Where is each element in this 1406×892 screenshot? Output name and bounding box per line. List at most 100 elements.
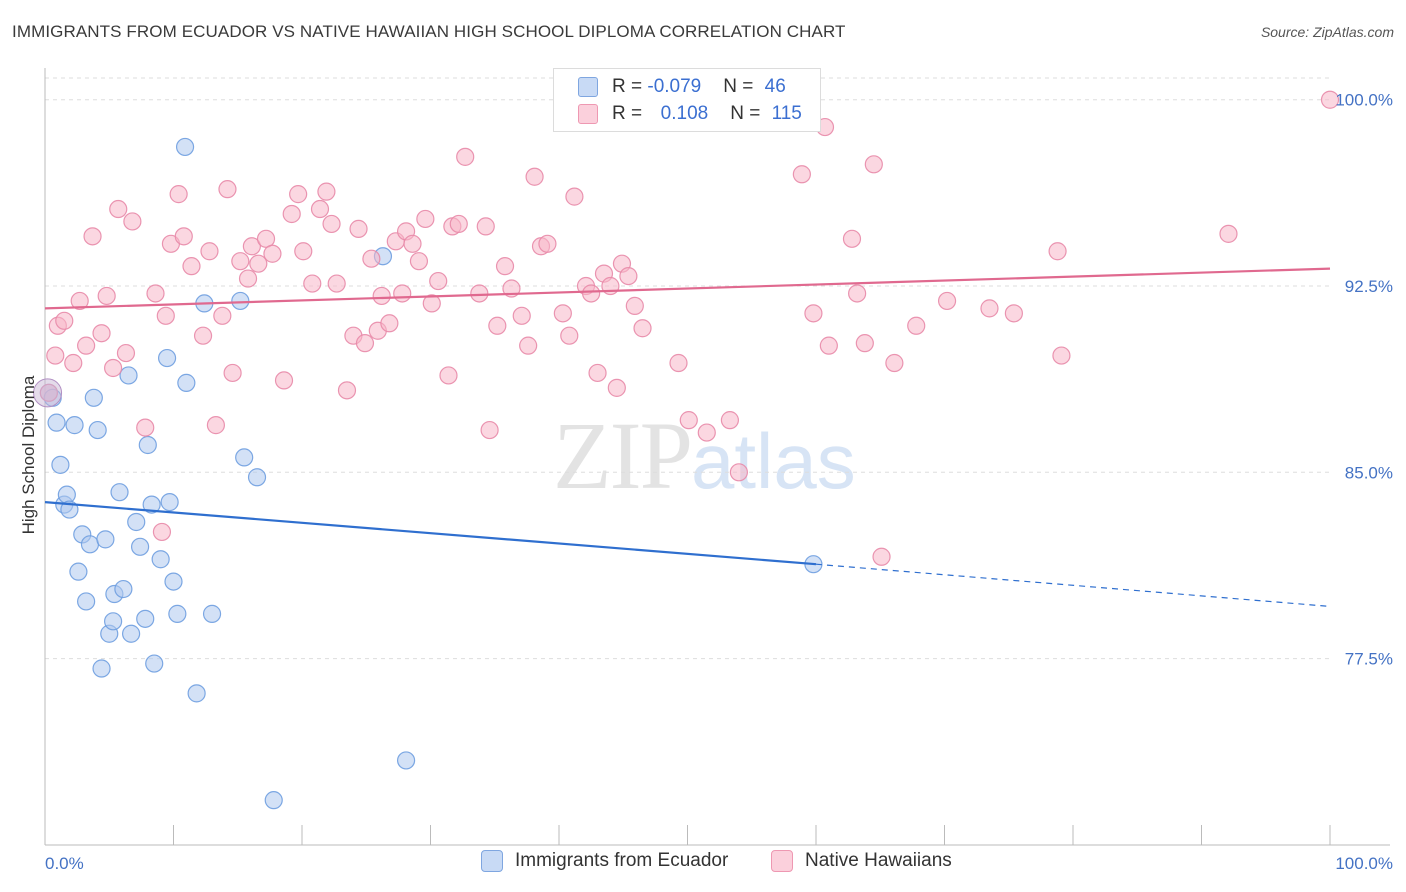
data-point	[282, 204, 301, 224]
data-point	[980, 299, 999, 318]
data-point	[289, 185, 308, 204]
legend-item-ecuador[interactable]: Immigrants from Ecuador	[481, 850, 728, 872]
data-point	[223, 363, 242, 383]
data-point	[110, 483, 129, 502]
data-point	[864, 155, 883, 174]
legend-row-hawaiian: R = 0.108 N = 115	[578, 101, 802, 127]
legend-swatch-hawaiian	[771, 850, 793, 872]
x-tick-label-min: 0.0%	[45, 854, 84, 873]
data-point	[525, 167, 544, 186]
data-point	[206, 416, 226, 435]
data-point	[885, 353, 904, 373]
data-point	[130, 537, 150, 556]
legend-n-value: 46	[764, 76, 786, 97]
x-tick-label-max: 100.0%	[1335, 854, 1393, 873]
data-point	[495, 257, 515, 276]
trend-extension-0	[815, 563, 1331, 608]
data-point	[249, 254, 268, 273]
data-point	[842, 229, 862, 248]
data-point	[138, 435, 157, 455]
source-label: Source: ZipAtlas.com	[1260, 24, 1394, 40]
data-point	[553, 304, 572, 323]
data-point	[104, 612, 123, 631]
data-point	[47, 413, 66, 432]
data-point	[69, 562, 88, 581]
data-point	[804, 304, 823, 323]
data-point	[372, 286, 391, 306]
data-point	[565, 187, 584, 206]
data-point	[96, 530, 115, 549]
data-point	[362, 249, 381, 268]
data-point	[177, 373, 196, 392]
data-point	[294, 242, 313, 261]
series-layer	[33, 90, 1340, 810]
data-point	[51, 455, 70, 474]
data-point	[84, 388, 103, 407]
data-point	[109, 199, 128, 219]
series-0	[39, 137, 823, 810]
data-point	[182, 257, 201, 276]
legend-r-value: -0.079	[647, 76, 702, 97]
data-point	[200, 242, 219, 261]
data-point	[1052, 346, 1071, 365]
data-point	[470, 284, 489, 303]
y-tick-label: 92.5%	[1345, 277, 1393, 296]
data-point	[70, 291, 89, 311]
data-point	[136, 418, 155, 437]
data-point-cluster	[33, 378, 63, 408]
legend-label-ecuador: Immigrants from Ecuador	[515, 850, 729, 871]
data-point	[57, 485, 76, 504]
data-point	[114, 579, 133, 599]
data-point	[393, 284, 412, 303]
legend-swatch-ecuador	[481, 850, 503, 872]
data-point	[97, 286, 116, 306]
data-point	[127, 512, 146, 532]
data-point	[322, 214, 341, 234]
data-point	[588, 363, 607, 383]
data-point	[231, 291, 250, 311]
data-point	[119, 366, 138, 385]
watermark-atlas: atlas	[691, 417, 856, 505]
chart-title: IMMIGRANTS FROM ECUADOR VS NATIVE HAWAII…	[12, 22, 846, 41]
data-point	[116, 343, 136, 363]
data-point	[907, 316, 926, 335]
data-point	[169, 185, 188, 204]
legend-item-hawaiian[interactable]: Native Hawaiians	[771, 850, 952, 872]
data-point	[65, 416, 84, 435]
data-point	[310, 199, 330, 219]
data-point	[187, 684, 206, 703]
data-point	[819, 336, 838, 355]
legend-n-label: N =	[723, 76, 759, 97]
data-point	[175, 137, 195, 157]
data-point	[848, 284, 867, 303]
data-point	[1004, 304, 1023, 323]
data-point	[238, 269, 258, 288]
data-point	[409, 252, 429, 271]
data-point	[121, 624, 141, 643]
data-point	[679, 411, 698, 430]
data-point	[349, 219, 368, 238]
data-point	[488, 316, 507, 335]
data-point	[633, 319, 652, 338]
data-point	[337, 381, 357, 400]
data-point	[697, 423, 716, 442]
data-point	[264, 791, 283, 810]
data-point	[317, 182, 336, 201]
data-point	[274, 371, 294, 390]
data-point	[77, 336, 96, 355]
data-point	[560, 326, 579, 345]
data-point	[88, 420, 107, 440]
data-point	[1048, 242, 1067, 261]
data-point	[422, 294, 441, 313]
series-1	[39, 90, 1340, 566]
data-point	[160, 493, 179, 512]
data-point	[151, 550, 170, 569]
data-point	[64, 353, 83, 373]
data-point	[729, 463, 749, 482]
data-point	[77, 592, 96, 611]
data-point	[416, 209, 435, 229]
y-tick-label: 100.0%	[1335, 91, 1393, 110]
tick-labels: 77.5% 85.0% 92.5% 100.0% 0.0% 100.0% High Scho…	[19, 91, 1393, 873]
data-point	[263, 244, 282, 263]
